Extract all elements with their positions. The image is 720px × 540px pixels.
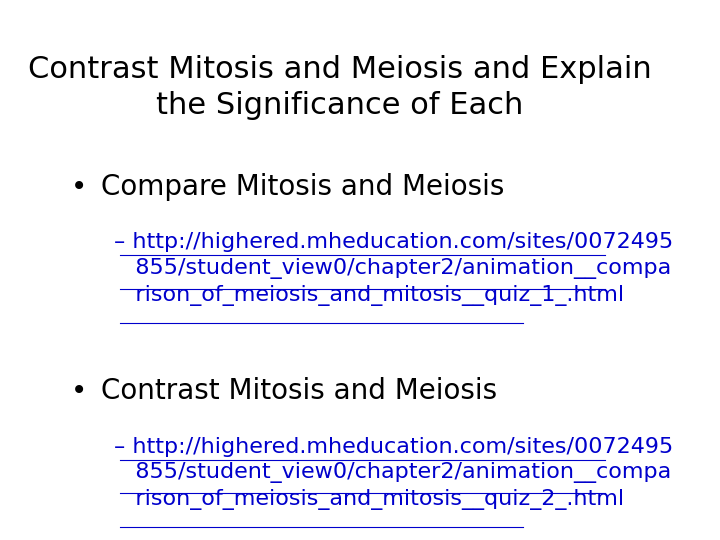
Text: •: •: [71, 377, 87, 406]
Text: •: •: [71, 173, 87, 201]
Text: – http://highered.mheducation.com/sites/0072495
   855/student_view0/chapter2/an: – http://highered.mheducation.com/sites/…: [114, 232, 673, 306]
Text: – http://highered.mheducation.com/sites/0072495
   855/student_view0/chapter2/an: – http://highered.mheducation.com/sites/…: [114, 436, 673, 510]
Text: Contrast Mitosis and Meiosis and Explain
the Significance of Each: Contrast Mitosis and Meiosis and Explain…: [27, 55, 652, 120]
Text: Compare Mitosis and Meiosis: Compare Mitosis and Meiosis: [102, 173, 505, 201]
Text: Contrast Mitosis and Meiosis: Contrast Mitosis and Meiosis: [102, 377, 498, 406]
